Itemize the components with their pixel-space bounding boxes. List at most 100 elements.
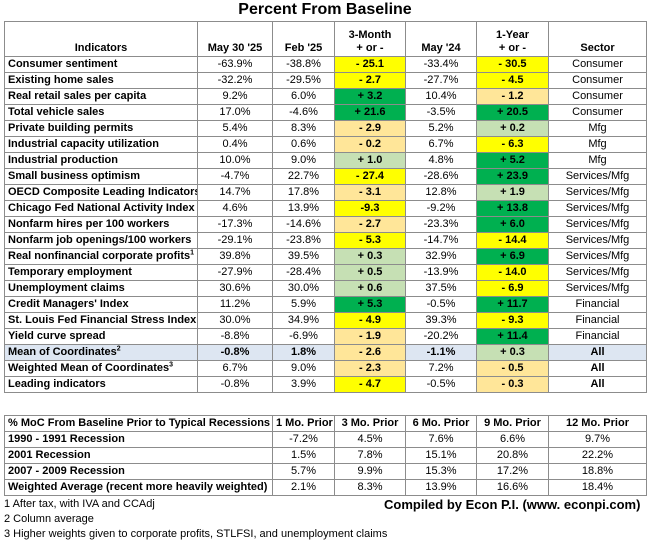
recession-value: 7.8% xyxy=(334,447,406,464)
sector-label: Services/Mfg xyxy=(548,216,647,233)
indicator-name: Leading indicators xyxy=(4,376,198,393)
recession-row: Weighted Average (recent more heavily we… xyxy=(4,479,647,496)
recession-header-title: % MoC From Baseline Prior to Typical Rec… xyxy=(4,415,273,432)
recession-value: 1.5% xyxy=(272,447,335,464)
header-1-year-line1: 1-Year xyxy=(495,29,530,41)
value-may-24: -27.7% xyxy=(405,72,477,89)
value-3-month-change: - 0.2 xyxy=(334,136,406,153)
value-may-30-25: 6.7% xyxy=(197,360,273,377)
value-may-24: 12.8% xyxy=(405,184,477,201)
recession-header-row: % MoC From Baseline Prior to Typical Rec… xyxy=(4,415,647,432)
sector-label: Services/Mfg xyxy=(548,264,647,281)
value-3-month-change: + 5.3 xyxy=(334,296,406,313)
indicator-name: Nonfarm job openings/100 workers xyxy=(4,232,198,249)
value-may-30-25: 30.6% xyxy=(197,280,273,297)
sector-label: Mfg xyxy=(548,136,647,153)
value-3-month-change: - 2.6 xyxy=(334,344,406,361)
value-1-year-change: - 30.5 xyxy=(476,56,549,73)
value-may-24: -0.5% xyxy=(405,296,477,313)
value-1-year-change: - 0.5 xyxy=(476,360,549,377)
indicator-name: Mean of Coordinates2 xyxy=(4,344,198,361)
recession-header-period: 6 Mo. Prior xyxy=(405,415,477,432)
indicator-row: Real nonfinancial corporate profits1 39.8… xyxy=(4,248,647,265)
value-3-month-change: - 2.7 xyxy=(334,216,406,233)
value-3-month-change: + 0.3 xyxy=(334,248,406,265)
value-may-30-25: 9.2% xyxy=(197,88,273,105)
sector-label: All xyxy=(548,344,647,361)
indicator-row: Chicago Fed National Activity Index 4.6% 1… xyxy=(4,200,647,217)
indicator-label: Industrial capacity utilization xyxy=(8,138,159,150)
sector-label: Services/Mfg xyxy=(548,232,647,249)
value-feb-25: 9.0% xyxy=(272,152,335,169)
header-3-month-line2: + or - xyxy=(356,42,384,54)
recession-name: 2001 Recession xyxy=(4,447,273,464)
indicator-name: Real retail sales per capita xyxy=(4,88,198,105)
indicator-row: Credit Managers' Index 11.2% 5.9% + 5.3 -0.5… xyxy=(4,296,647,313)
value-may-30-25: 30.0% xyxy=(197,312,273,329)
indicator-name: Chicago Fed National Activity Index xyxy=(4,200,198,217)
value-may-30-25: 5.4% xyxy=(197,120,273,137)
value-1-year-change: + 1.9 xyxy=(476,184,549,201)
value-1-year-change: + 5.2 xyxy=(476,152,549,169)
indicator-row: Unemployment claims 30.6% 30.0% + 0.6 37.5% -… xyxy=(4,280,647,297)
value-feb-25: -4.6% xyxy=(272,104,335,121)
value-feb-25: 1.8% xyxy=(272,344,335,361)
indicator-label: St. Louis Fed Financial Stress Index xyxy=(8,314,197,326)
value-may-24: 37.5% xyxy=(405,280,477,297)
value-feb-25: -14.6% xyxy=(272,216,335,233)
recession-header-period: 12 Mo. Prior xyxy=(548,415,647,432)
indicator-row: Real retail sales per capita 9.2% 6.0% + 3.… xyxy=(4,88,647,105)
footnote-marker: 3 xyxy=(169,361,174,369)
value-1-year-change: + 23.9 xyxy=(476,168,549,185)
indicator-label: Small business optimism xyxy=(8,170,141,182)
indicator-name: Small business optimism xyxy=(4,168,198,185)
sector-label: Services/Mfg xyxy=(548,184,647,201)
header-may-24: May '24 xyxy=(405,21,477,57)
indicator-label: Leading indicators xyxy=(8,378,106,390)
indicator-name: Industrial capacity utilization xyxy=(4,136,198,153)
value-may-30-25: 4.6% xyxy=(197,200,273,217)
indicator-label: Unemployment claims xyxy=(8,282,125,294)
recession-value: 16.6% xyxy=(476,479,549,496)
indicator-label: Weighted Mean of Coordinates xyxy=(8,362,170,374)
value-may-24: -0.5% xyxy=(405,376,477,393)
indicator-label: OECD Composite Leading Indicators xyxy=(8,186,198,198)
value-3-month-change: - 5.3 xyxy=(334,232,406,249)
value-may-24: 39.3% xyxy=(405,312,477,329)
value-may-24: 32.9% xyxy=(405,248,477,265)
value-may-24: -23.3% xyxy=(405,216,477,233)
value-may-24: 4.8% xyxy=(405,152,477,169)
indicator-label: Industrial production xyxy=(8,154,118,166)
indicator-label: Temporary employment xyxy=(8,266,132,278)
value-3-month-change: - 2.9 xyxy=(334,120,406,137)
recession-value: 2.1% xyxy=(272,479,335,496)
recession-value: 18.4% xyxy=(548,479,647,496)
sector-label: Mfg xyxy=(548,120,647,137)
value-may-30-25: -17.3% xyxy=(197,216,273,233)
indicator-row: St. Louis Fed Financial Stress Index 30.0… xyxy=(4,312,647,329)
indicator-row: Nonfarm hires per 100 workers -17.3% -14.6… xyxy=(4,216,647,233)
value-may-24: -28.6% xyxy=(405,168,477,185)
value-may-30-25: 10.0% xyxy=(197,152,273,169)
footnote-3: 3 Higher weights given to corporate prof… xyxy=(4,528,388,540)
value-may-24: -3.5% xyxy=(405,104,477,121)
indicator-row: Leading indicators -0.8% 3.9% - 4.7 -0.5% - 0… xyxy=(4,376,647,393)
value-may-30-25: -0.8% xyxy=(197,376,273,393)
value-1-year-change: - 6.3 xyxy=(476,136,549,153)
sector-label: Mfg xyxy=(548,152,647,169)
header-feb-25: Feb '25 xyxy=(272,21,335,57)
indicator-name: Yield curve spread xyxy=(4,328,198,345)
value-3-month-change: - 27.4 xyxy=(334,168,406,185)
footnote-2: 2 Column average xyxy=(4,513,94,525)
value-feb-25: 5.9% xyxy=(272,296,335,313)
indicator-label: Real retail sales per capita xyxy=(8,90,147,102)
recession-header-period: 1 Mo. Prior xyxy=(272,415,335,432)
indicator-label: Nonfarm job openings/100 workers xyxy=(8,234,192,246)
recession-value: 6.6% xyxy=(476,431,549,448)
recession-value: 5.7% xyxy=(272,463,335,480)
header-sector: Sector xyxy=(548,21,647,57)
value-feb-25: 8.3% xyxy=(272,120,335,137)
value-may-24: -1.1% xyxy=(405,344,477,361)
indicator-name: Credit Managers' Index xyxy=(4,296,198,313)
value-feb-25: 13.9% xyxy=(272,200,335,217)
